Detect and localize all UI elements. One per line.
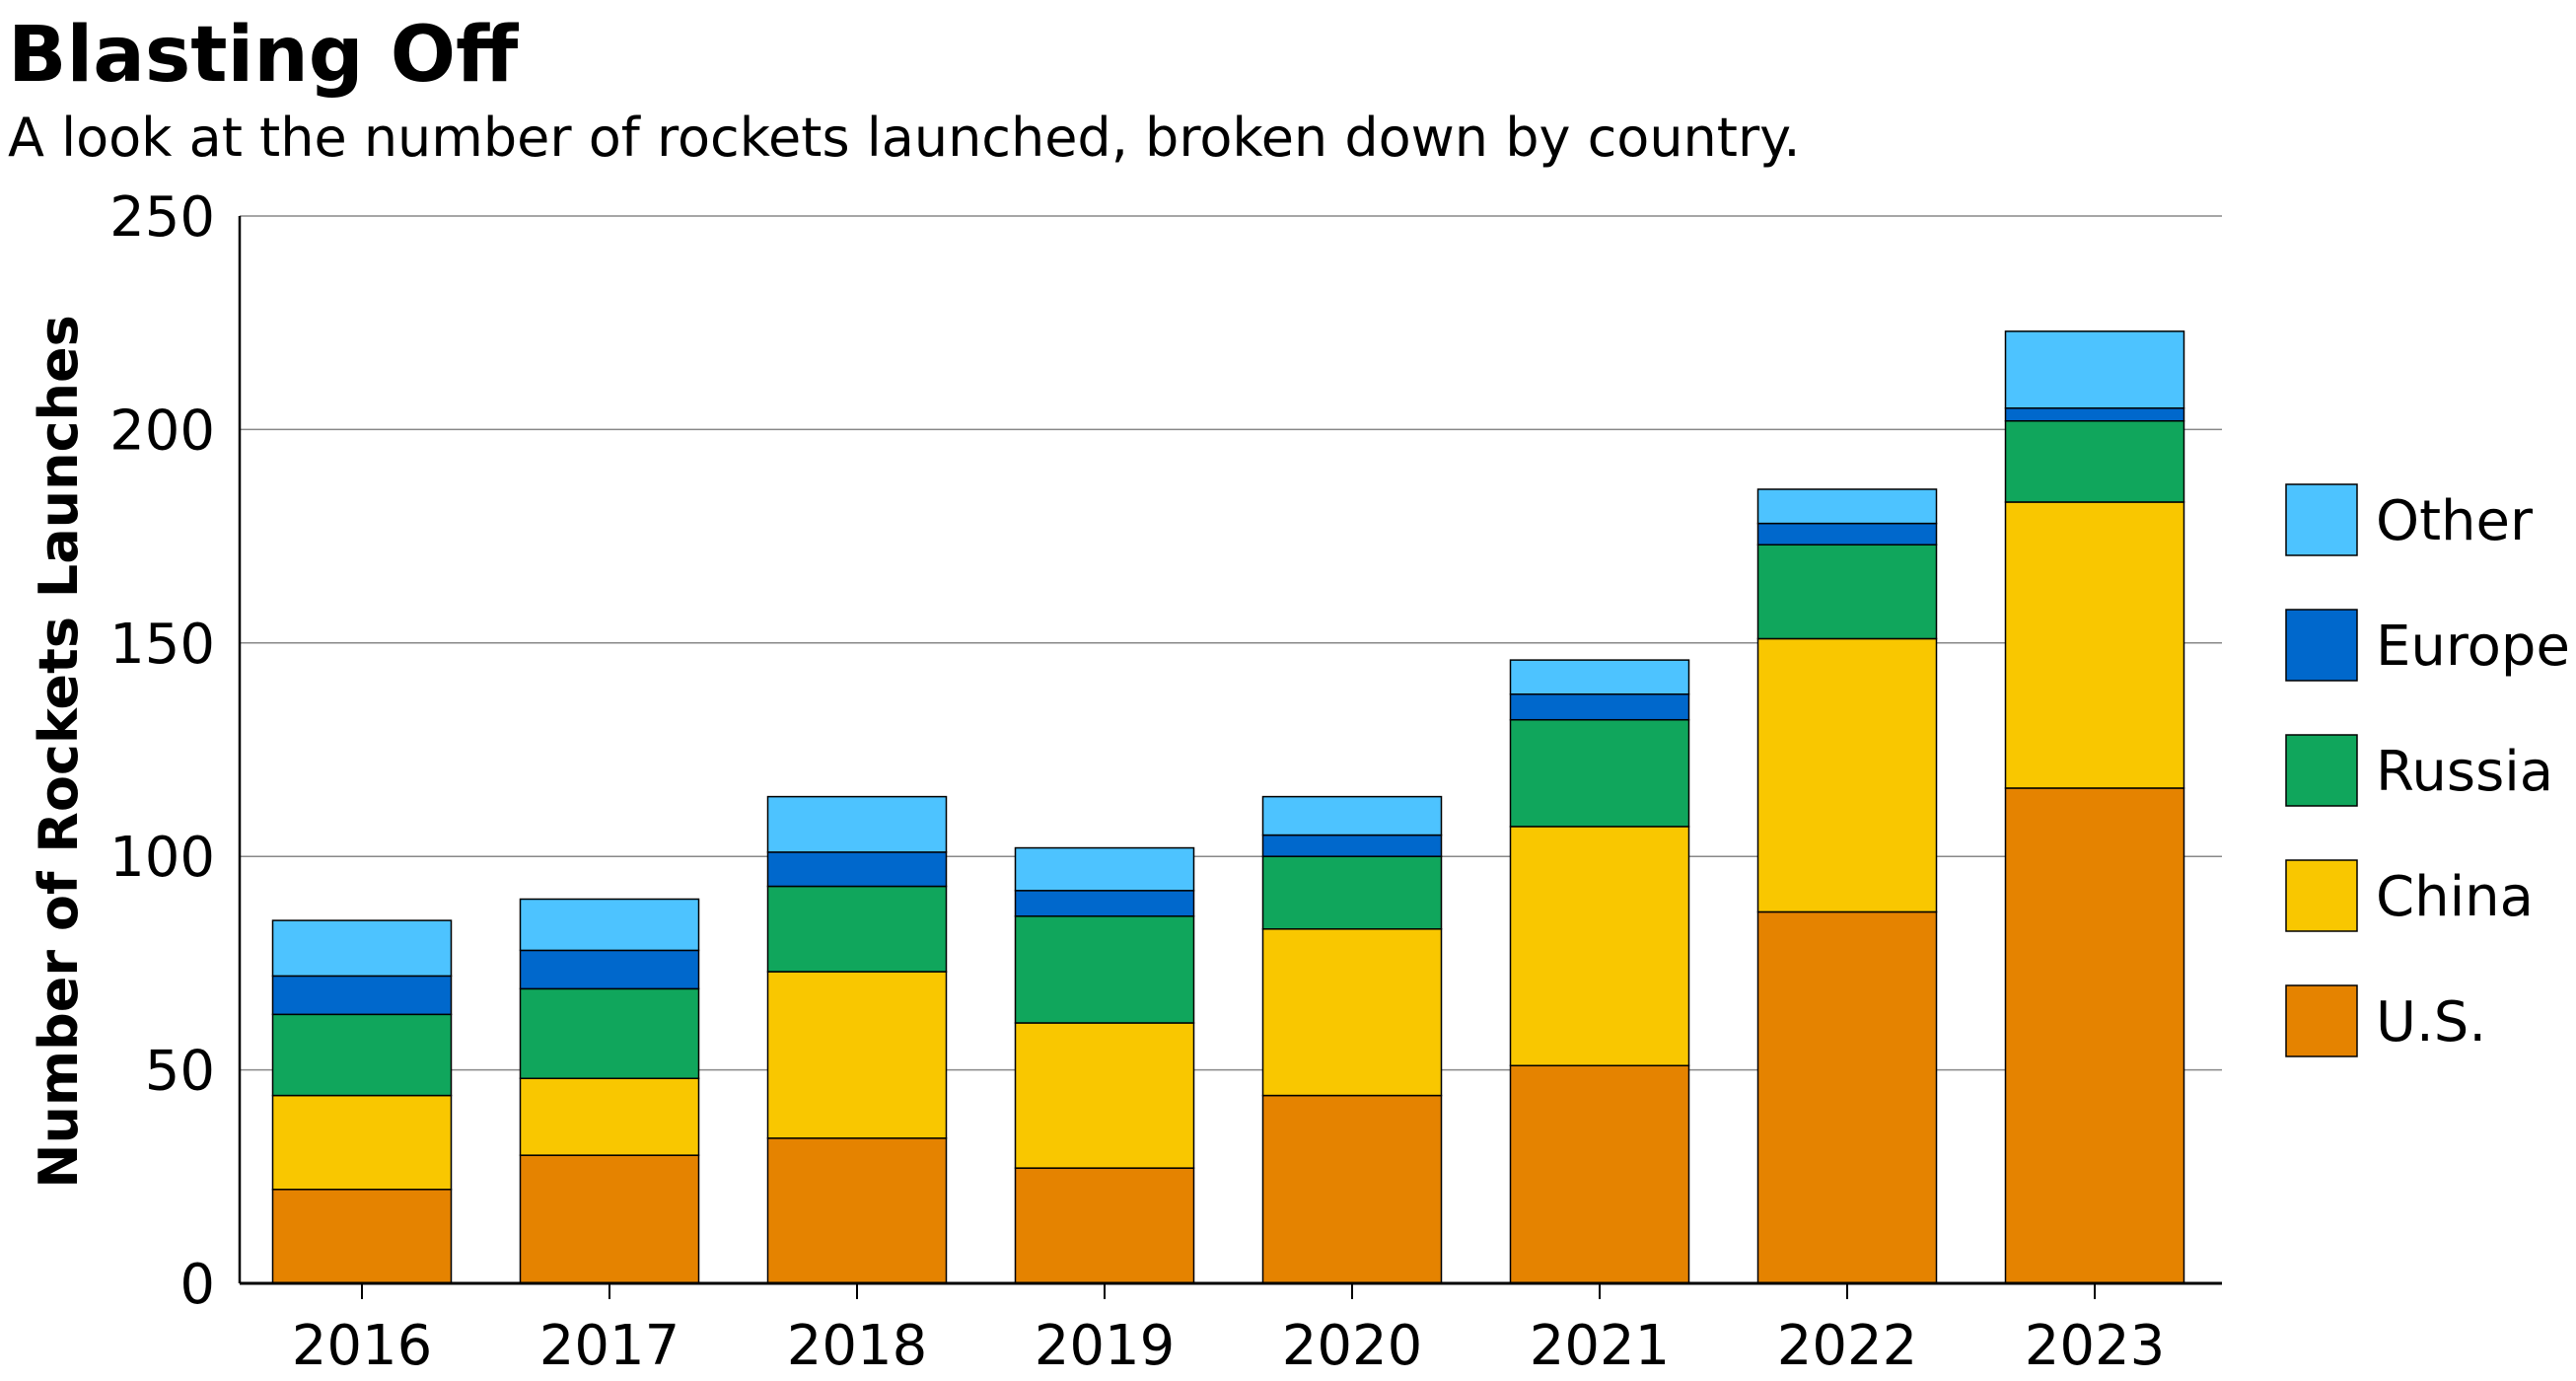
y-tick-label: 250 [109,185,215,250]
bar-segment-europe [1014,890,1195,917]
legend-swatch [2285,734,2358,807]
bar-segment-china [2004,501,2185,789]
bar-segment-russia [1014,915,1195,1024]
legend-label: U.S. [2376,990,2486,1054]
bar-segment-us [519,1154,700,1284]
y-tick-label: 200 [109,399,215,463]
bar-segment-russia [2004,419,2185,503]
x-tick-label: 2023 [2025,1314,2166,1377]
bar-segment-russia [271,1013,453,1097]
x-tick-label: 2016 [292,1314,433,1377]
y-tick-label: 50 [145,1040,215,1104]
bar-segment-china [766,971,948,1139]
bar-segment-europe [1261,834,1443,857]
bar-segment-other [1014,846,1195,892]
bar-segment-china [271,1094,453,1191]
bar-segment-europe [271,975,453,1016]
y-tick-label: 100 [109,826,215,890]
legend-label: Europe [2376,615,2570,679]
x-tick-label: 2019 [1035,1314,1176,1377]
legend-swatch [2285,609,2358,682]
bar-segment-russia [519,987,700,1080]
bars [271,330,2185,1284]
bar-segment-china [1756,637,1938,913]
x-tick-label: 2021 [1530,1314,1671,1377]
bar-segment-china [1261,928,1443,1097]
y-tick-label: 150 [109,613,215,677]
chart-subtitle: A look at the number of rockets launched… [8,107,1801,169]
bar-segment-other [1261,795,1443,836]
chart-title: Blasting Off [8,11,519,100]
bar-segment-other [766,795,948,853]
bar-segment-russia [766,885,948,973]
bar-segment-china [1509,826,1690,1067]
bar-segment-europe [2004,407,2185,422]
y-tick-label: 0 [179,1253,215,1317]
bar-segment-us [271,1189,453,1284]
legend-swatch [2285,984,2358,1057]
y-axis-label: Number of Rockets Launches [28,315,90,1189]
bar-segment-other [1509,659,1690,695]
bar-segment-russia [1756,544,1938,640]
x-tick-label: 2017 [539,1314,680,1377]
bar-segment-other [271,919,453,978]
bar-segment-russia [1261,855,1443,930]
bar-segment-us [1261,1094,1443,1284]
bar-segment-other [1756,488,1938,525]
bar-segment-china [1014,1022,1195,1169]
legend: Other Europe Russia China U.S. [2285,483,2570,1057]
bar-segment-other [519,898,700,952]
x-tick-label: 2020 [1282,1314,1423,1377]
axes: 0 50 100 150 200 250 2016 2017 2018 2019 2020 2021 2… [109,185,2222,1378]
bar-segment-us [766,1137,948,1284]
bar-segment-us [1756,910,1938,1284]
legend-swatch [2285,483,2358,556]
bar-segment-europe [519,949,700,990]
bar-segment-europe [1509,692,1690,721]
bar-segment-us [1014,1167,1195,1284]
x-tick-label: 2022 [1777,1314,1918,1377]
x-tick-label: 2018 [787,1314,928,1377]
legend-swatch [2285,859,2358,932]
bar-segment-russia [1509,718,1690,828]
bar-segment-china [519,1077,700,1156]
bar-segment-europe [766,851,948,888]
bar-segment-other [2004,330,2185,409]
bar-segment-us [1509,1064,1690,1284]
bar-segment-europe [1756,522,1938,546]
bar-segment-us [2004,787,2185,1284]
legend-label: Other [2376,489,2534,553]
legend-label: Russia [2376,740,2553,804]
legend-label: China [2376,865,2534,929]
